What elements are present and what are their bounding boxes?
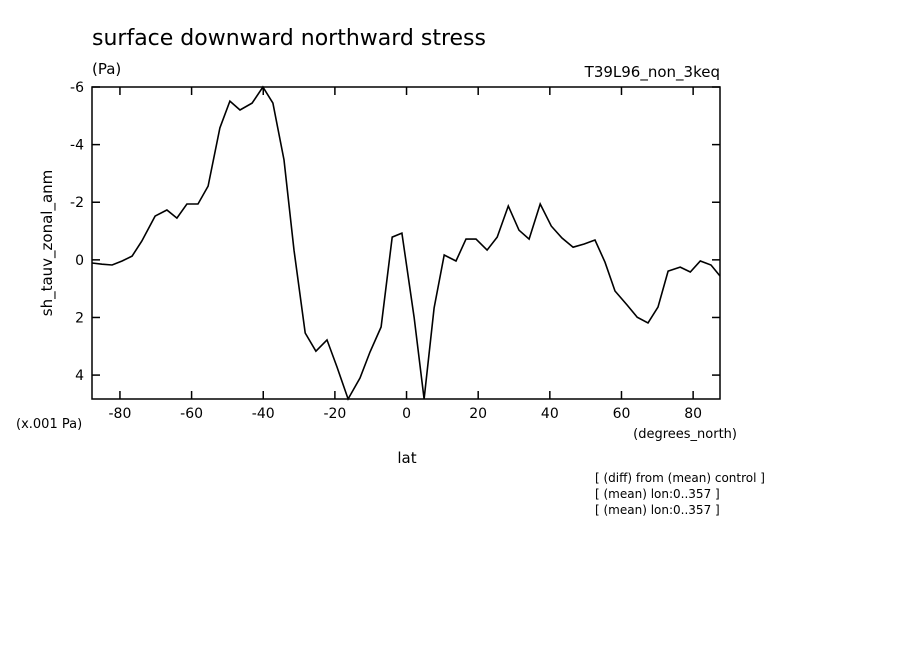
y-tick-label: 2 [75,310,84,326]
x-tick-label: 60 [613,406,631,422]
y-tick-label: -4 [70,138,84,154]
x-tick-label: 0 [402,406,411,422]
x-tick-label: -60 [180,406,203,422]
y-tick-label: 0 [75,253,84,269]
x-tick-label: -80 [109,406,132,422]
y-tick-label: -2 [70,195,84,211]
units: (Pa) [92,60,121,78]
x-tick-label: 80 [684,406,702,422]
x-tick-label: 40 [541,406,559,422]
y-tick-label: -6 [70,80,84,96]
chart-title: surface downward northward stress [92,26,486,51]
note: [ (mean) lon:0..357 ] [595,487,720,501]
x-axis-label: lat [397,449,416,467]
run-label: T39L96_non_3keq [584,63,720,82]
y-axis-label: sh_tauv_zonal_anm [38,170,57,317]
x-units: (degrees_north) [633,427,737,442]
x-tick-label: -20 [323,406,346,422]
note: [ (diff) from (mean) control ] [595,471,765,485]
x-tick-label: 20 [469,406,487,422]
x-tick-label: -40 [252,406,275,422]
data-line [91,85,721,401]
plot-frame [91,86,721,400]
note: [ (mean) lon:0..357 ] [595,503,720,517]
y-tick-label: 4 [75,368,84,384]
y-units: (x.001 Pa) [16,417,82,432]
